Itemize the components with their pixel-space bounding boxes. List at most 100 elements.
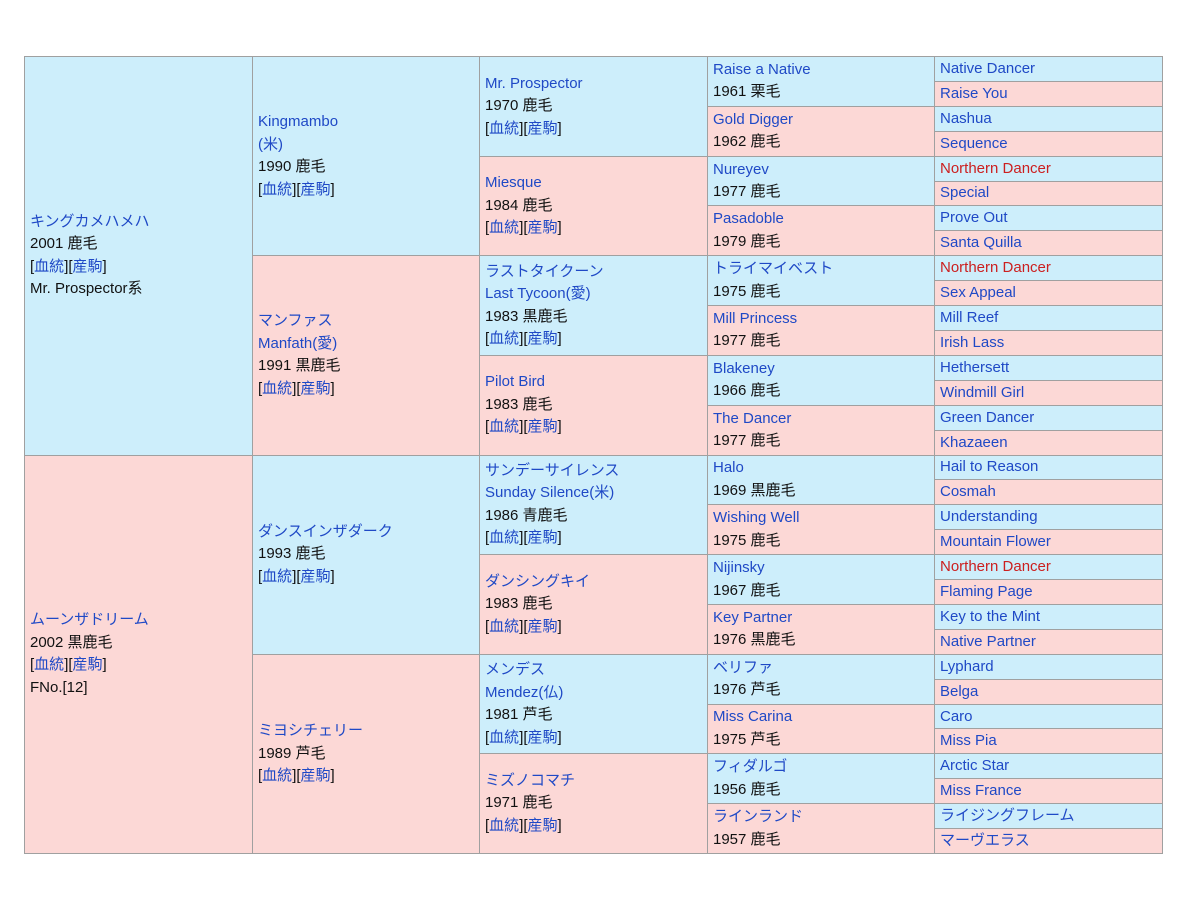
horse-birth-info: 2001 鹿毛 bbox=[30, 235, 98, 253]
offspring-link[interactable]: 産駒 bbox=[72, 656, 103, 674]
horse-alt-name-link[interactable]: Manfath(愛) bbox=[258, 334, 338, 352]
horse-name-link[interactable]: Miss Carina bbox=[713, 708, 793, 726]
offspring-link[interactable]: 産駒 bbox=[300, 379, 331, 397]
g5-horse-cell: Prove Out bbox=[934, 205, 1163, 232]
horse-name-link[interactable]: トライマイベスト bbox=[713, 260, 834, 278]
horse-name-link[interactable]: Irish Lass bbox=[940, 333, 1005, 351]
horse-name-link[interactable]: キングカメハメハ bbox=[30, 212, 150, 230]
horse-birth-info: 1961 栗毛 bbox=[713, 83, 781, 101]
horse-alt-name-link[interactable]: Last Tycoon(愛) bbox=[485, 285, 591, 303]
horse-name-link[interactable]: Northern Dancer bbox=[940, 558, 1051, 576]
horse-alt-name-link[interactable]: Sunday Silence(米) bbox=[485, 484, 615, 502]
horse-name-link[interactable]: マンファス bbox=[258, 312, 333, 330]
bloodline-link[interactable]: 血統 bbox=[489, 219, 520, 237]
horse-name-link[interactable]: Key Partner bbox=[713, 608, 793, 626]
horse-name-link[interactable]: ラインランド bbox=[713, 808, 804, 826]
horse-birth-info: 1970 鹿毛 bbox=[485, 97, 553, 115]
horse-name-link[interactable]: ベリファ bbox=[713, 658, 774, 676]
bloodline-link[interactable]: 血統 bbox=[489, 529, 520, 547]
bloodline-link[interactable]: 血統 bbox=[489, 617, 520, 635]
offspring-link[interactable]: 産駒 bbox=[527, 816, 558, 834]
horse-name-link[interactable]: Key to the Mint bbox=[940, 607, 1041, 625]
horse-name-link[interactable]: ラストタイクーン bbox=[485, 262, 604, 280]
offspring-link[interactable]: 産駒 bbox=[527, 728, 558, 746]
horse-name-link[interactable]: Northern Dancer bbox=[940, 159, 1051, 177]
bloodline-link[interactable]: 血統 bbox=[34, 656, 65, 674]
horse-name-link[interactable]: Sex Appeal bbox=[940, 284, 1016, 302]
offspring-link[interactable]: 産駒 bbox=[527, 617, 558, 635]
horse-name-link[interactable]: ダンシングキイ bbox=[485, 572, 591, 590]
horse-name-link[interactable]: Northern Dancer bbox=[940, 259, 1051, 277]
horse-name-link[interactable]: Green Dancer bbox=[940, 408, 1035, 426]
horse-name-link[interactable]: Windmill Girl bbox=[940, 383, 1025, 401]
bloodline-link[interactable]: 血統 bbox=[262, 567, 293, 585]
horse-name-link[interactable]: Lyphard bbox=[940, 657, 994, 675]
bloodline-link[interactable]: 血統 bbox=[489, 418, 520, 436]
bloodline-link[interactable]: 血統 bbox=[489, 330, 520, 348]
horse-name-link[interactable]: Cosmah bbox=[940, 483, 996, 501]
horse-name-link[interactable]: The Dancer bbox=[713, 409, 792, 427]
horse-name-link[interactable]: Blakeney bbox=[713, 359, 775, 377]
horse-name-link[interactable]: Understanding bbox=[940, 508, 1038, 526]
offspring-link[interactable]: 産駒 bbox=[527, 219, 558, 237]
offspring-link[interactable]: 産駒 bbox=[527, 418, 558, 436]
horse-name-link[interactable]: Mill Reef bbox=[940, 309, 999, 327]
horse-name-link[interactable]: Prove Out bbox=[940, 209, 1008, 227]
horse-name-link[interactable]: Nashua bbox=[940, 109, 992, 127]
horse-name-link[interactable]: Miss France bbox=[940, 782, 1022, 800]
horse-name-link[interactable]: Khazaeen bbox=[940, 433, 1008, 451]
horse-name-link[interactable]: Raise You bbox=[940, 84, 1008, 102]
horse-name-link[interactable]: Wishing Well bbox=[713, 509, 800, 527]
horse-name-link[interactable]: Arctic Star bbox=[940, 757, 1010, 775]
g3-horse-cell: Miesque 1984 鹿毛 [血統][産駒] bbox=[479, 155, 708, 257]
horse-name-link[interactable]: Mountain Flower bbox=[940, 533, 1051, 551]
horse-name-link[interactable]: Mill Princess bbox=[713, 309, 798, 327]
horse-name-link[interactable]: メンデス bbox=[485, 661, 546, 679]
horse-name-link[interactable]: Special bbox=[940, 184, 990, 202]
horse-name-link[interactable]: Hethersett bbox=[940, 358, 1010, 376]
horse-name-link[interactable]: Kingmambo bbox=[258, 113, 339, 131]
horse-origin-link[interactable]: (米) bbox=[258, 135, 283, 153]
horse-name-link[interactable]: Halo bbox=[713, 459, 744, 477]
horse-name-link[interactable]: Mr. Prospector bbox=[485, 74, 583, 92]
horse-name-link[interactable]: Pilot Bird bbox=[485, 373, 546, 391]
bloodline-link[interactable]: 血統 bbox=[262, 379, 293, 397]
horse-name-link[interactable]: Nureyev bbox=[713, 160, 769, 178]
horse-name-link[interactable]: Native Partner bbox=[940, 632, 1036, 650]
bloodline-link[interactable]: 血統 bbox=[262, 767, 293, 785]
offspring-link[interactable]: 産駒 bbox=[527, 119, 558, 137]
horse-name-link[interactable]: Nijinsky bbox=[713, 559, 765, 577]
bloodline-link[interactable]: 血統 bbox=[489, 728, 520, 746]
offspring-link[interactable]: 産駒 bbox=[527, 330, 558, 348]
bloodline-link[interactable]: 血統 bbox=[489, 119, 520, 137]
horse-name-link[interactable]: Hail to Reason bbox=[940, 458, 1039, 476]
horse-name-link[interactable]: Caro bbox=[940, 707, 973, 725]
horse-name-link[interactable]: ミズノコマチ bbox=[485, 771, 576, 789]
offspring-link[interactable]: 産駒 bbox=[527, 529, 558, 547]
horse-name-link[interactable]: Santa Quilla bbox=[940, 234, 1022, 252]
horse-name-link[interactable]: Sequence bbox=[940, 134, 1008, 152]
horse-alt-name-link[interactable]: Mendez(仏) bbox=[485, 683, 564, 701]
horse-name-link[interactable]: マーヴエラス bbox=[940, 832, 1030, 850]
horse-name-link[interactable]: ミヨシチェリー bbox=[258, 722, 364, 740]
bloodline-link[interactable]: 血統 bbox=[262, 180, 293, 198]
bloodline-link[interactable]: 血統 bbox=[489, 816, 520, 834]
horse-name-link[interactable]: Raise a Native bbox=[713, 60, 811, 78]
horse-name-link[interactable]: Native Dancer bbox=[940, 59, 1036, 77]
horse-name-link[interactable]: ダンスインザダーク bbox=[258, 522, 393, 540]
horse-name-link[interactable]: Miesque bbox=[485, 174, 542, 192]
horse-name-link[interactable]: Gold Digger bbox=[713, 110, 794, 128]
bloodline-link[interactable]: 血統 bbox=[34, 257, 65, 275]
horse-name-link[interactable]: ライジングフレーム bbox=[940, 807, 1075, 825]
horse-name-link[interactable]: Miss Pia bbox=[940, 732, 997, 750]
horse-name-link[interactable]: フィダルゴ bbox=[713, 758, 788, 776]
horse-name-link[interactable]: サンデーサイレンス bbox=[485, 461, 620, 479]
offspring-link[interactable]: 産駒 bbox=[300, 180, 331, 198]
horse-name-link[interactable]: Belga bbox=[940, 682, 979, 700]
offspring-link[interactable]: 産駒 bbox=[72, 257, 103, 275]
horse-name-link[interactable]: Flaming Page bbox=[940, 582, 1033, 600]
horse-name-link[interactable]: Pasadoble bbox=[713, 210, 784, 228]
offspring-link[interactable]: 産駒 bbox=[300, 567, 331, 585]
offspring-link[interactable]: 産駒 bbox=[300, 767, 331, 785]
horse-name-link[interactable]: ムーンザドリーム bbox=[30, 611, 149, 629]
